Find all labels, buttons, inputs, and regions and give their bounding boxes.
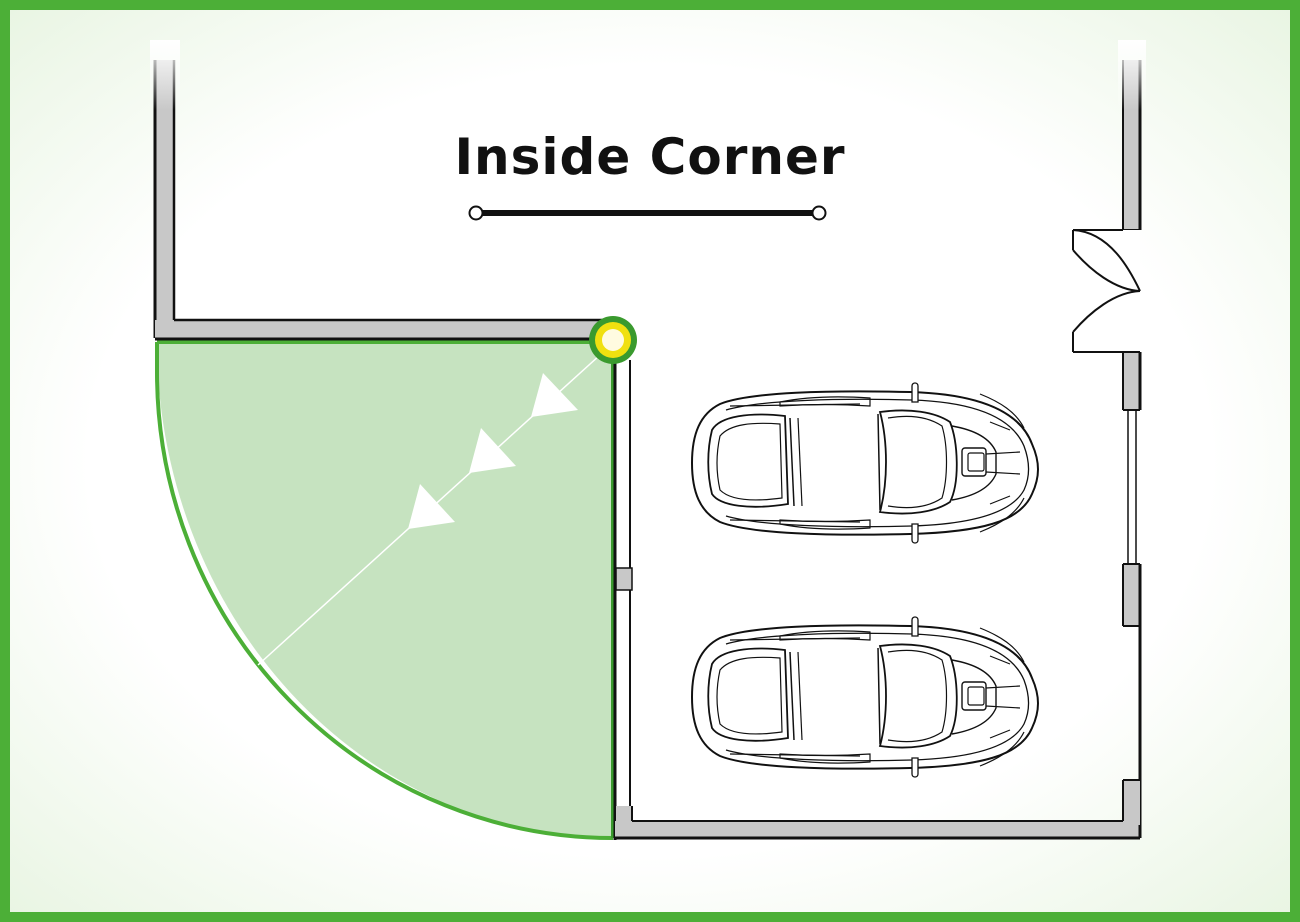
- wall-upper-horizontal: [155, 320, 613, 339]
- double-door-icon: [1072, 229, 1141, 353]
- swing-zone-arc: [155, 342, 614, 840]
- arrow-icon: [531, 373, 578, 417]
- wall-left-upper: [155, 60, 174, 338]
- arrow-icon: [469, 428, 516, 473]
- car-icon: [690, 615, 1040, 779]
- scale-bar: [468, 205, 827, 221]
- page-title: Inside Corner: [454, 128, 846, 186]
- wall-garage-bottom: [615, 821, 1140, 838]
- swing-zone: [157, 342, 613, 838]
- wall-pillar: [615, 567, 633, 591]
- car-icon: [690, 381, 1040, 545]
- corner-marker-icon: [589, 316, 637, 364]
- arrow-icon: [408, 484, 455, 529]
